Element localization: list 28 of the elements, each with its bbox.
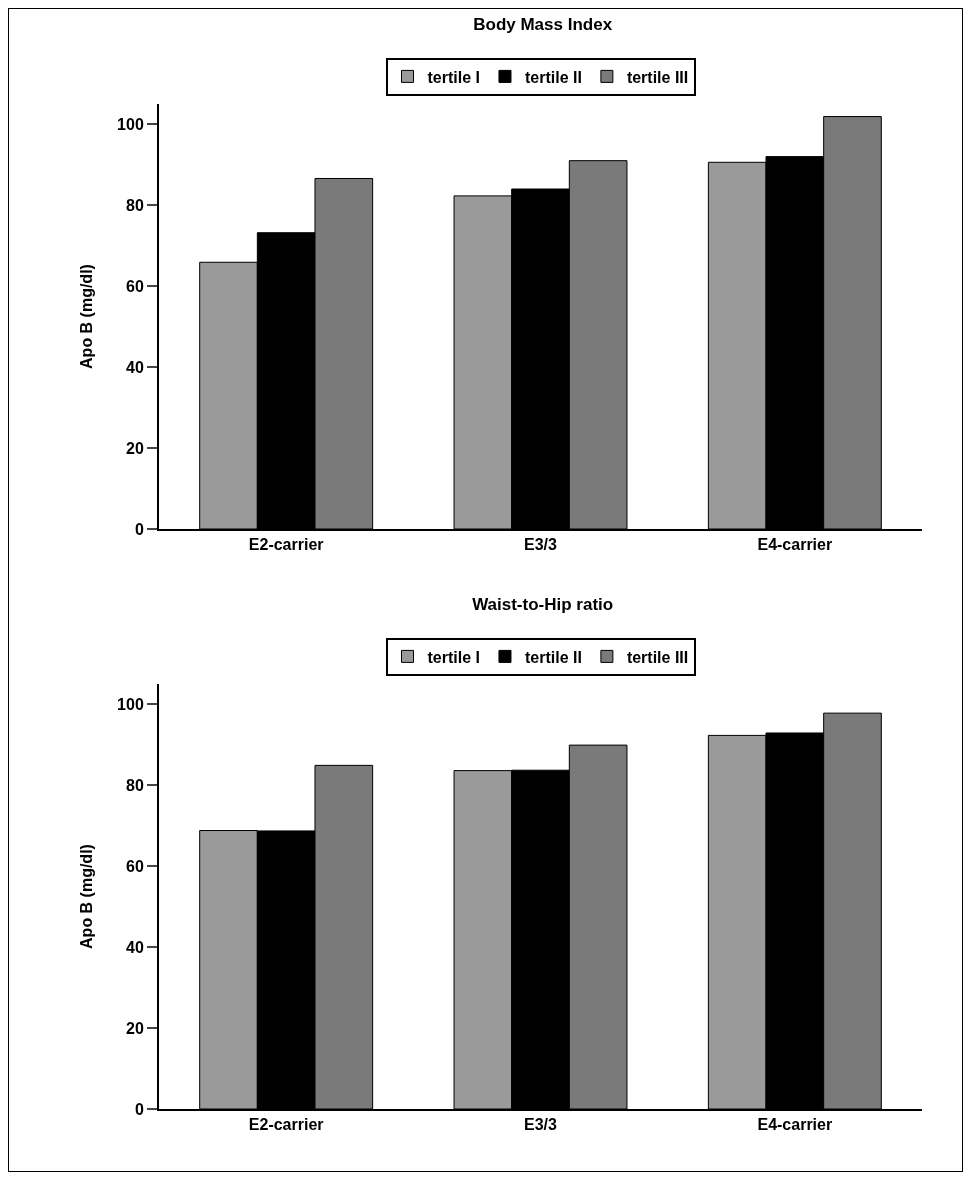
y-tick-label: 80 xyxy=(126,196,144,214)
legend-label: tertile III xyxy=(626,68,689,86)
y-tick-label: 20 xyxy=(126,439,144,457)
x-tick-label: E3/3 xyxy=(524,1116,558,1134)
y-tick-label: 0 xyxy=(134,520,144,538)
y-tick-label: 40 xyxy=(126,358,144,376)
y-tick-label: 60 xyxy=(126,857,144,875)
x-tick-label: E3/3 xyxy=(524,536,558,554)
x-tick-label: E4-carrier xyxy=(757,1116,833,1134)
y-tick-label: 100 xyxy=(117,695,144,713)
y-tick-label: 20 xyxy=(126,1019,144,1037)
x-tick-label: E4-carrier xyxy=(757,536,833,554)
legend-label: tertile I xyxy=(427,68,480,86)
x-tick-label: E2-carrier xyxy=(248,1116,324,1134)
y-tick-label: 80 xyxy=(126,776,144,794)
legend-label: tertile III xyxy=(626,648,689,666)
y-tick-label: 0 xyxy=(134,1100,144,1118)
x-tick-label: E2-carrier xyxy=(248,536,324,554)
y-tick-label: 40 xyxy=(126,938,144,956)
y-axis-title: Apo B (mg/dl) xyxy=(78,264,96,369)
chart-title: Waist-to-Hip ratio xyxy=(472,594,614,614)
y-tick-label: 60 xyxy=(126,277,144,295)
y-axis-title: Apo B (mg/dl) xyxy=(78,844,96,949)
legend-label: tertile II xyxy=(524,648,582,666)
y-tick-label: 100 xyxy=(117,115,144,133)
legend-label: tertile I xyxy=(427,648,480,666)
legend-label: tertile II xyxy=(524,68,582,86)
chart-title: Body Mass Index xyxy=(473,14,613,34)
